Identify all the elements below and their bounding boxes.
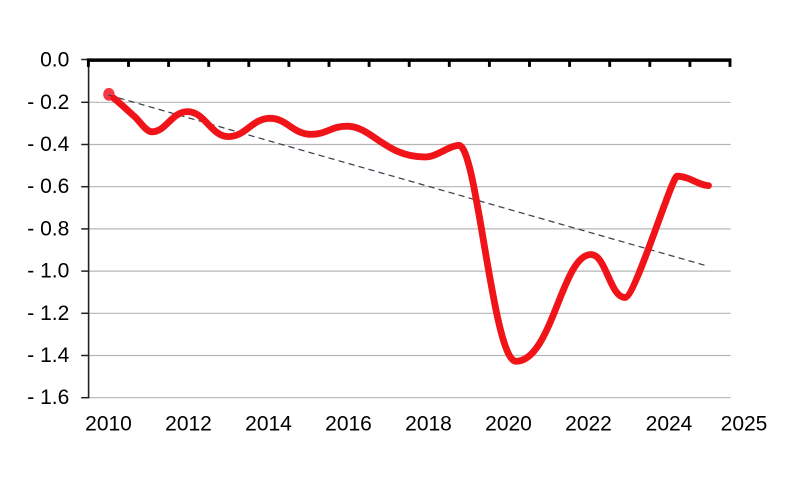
svg-text:2024: 2024 bbox=[646, 413, 693, 436]
svg-text:2018: 2018 bbox=[405, 413, 452, 436]
svg-text:- 1.2: - 1.2 bbox=[27, 302, 69, 325]
svg-text:2012: 2012 bbox=[165, 413, 212, 436]
svg-text:- 1.6: - 1.6 bbox=[27, 386, 69, 409]
svg-text:2020: 2020 bbox=[485, 413, 532, 436]
svg-text:- 0.2: - 0.2 bbox=[27, 91, 69, 114]
svg-text:2016: 2016 bbox=[325, 413, 372, 436]
svg-text:- 0.4: - 0.4 bbox=[27, 133, 69, 156]
svg-text:2022: 2022 bbox=[565, 413, 612, 436]
svg-text:2025: 2025 bbox=[721, 413, 768, 436]
svg-text:0.0: 0.0 bbox=[40, 49, 69, 72]
svg-text:2010: 2010 bbox=[85, 413, 132, 436]
svg-text:2014: 2014 bbox=[245, 413, 292, 436]
svg-text:- 1.0: - 1.0 bbox=[27, 260, 69, 283]
svg-text:- 0.8: - 0.8 bbox=[27, 217, 69, 240]
svg-text:- 1.4: - 1.4 bbox=[27, 344, 69, 367]
svg-text:- 0.6: - 0.6 bbox=[27, 175, 69, 198]
